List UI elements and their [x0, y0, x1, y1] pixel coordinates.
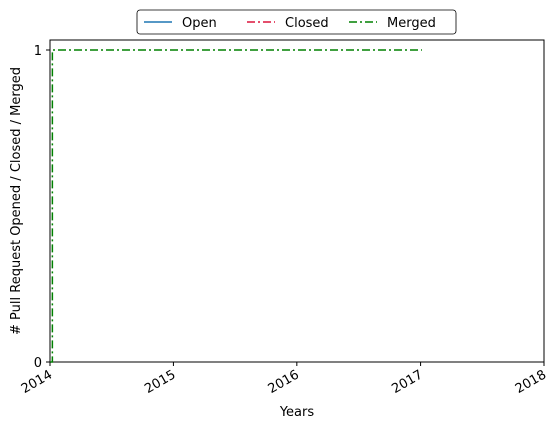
y-axis-ticks: 01: [34, 44, 50, 371]
legend-box: [136, 9, 457, 35]
series-layer: [50, 49, 422, 363]
legend-label-closed: Closed: [285, 16, 329, 31]
x-tick-label: 2014: [19, 367, 55, 397]
y-tick-label: 0: [34, 356, 42, 371]
legend-label-merged: Merged: [387, 16, 436, 31]
legend: Open Closed Merged: [136, 9, 457, 35]
x-tick-label: 2017: [389, 367, 425, 397]
plot-area: [49, 39, 545, 363]
x-tick-label: 2018: [513, 367, 549, 397]
x-axis-label: Years: [279, 405, 315, 420]
series-line-merged: [50, 49, 422, 363]
y-tick-label: 1: [34, 44, 42, 59]
x-axis-ticks: 2014 2015 2016 2017 2018: [19, 362, 549, 397]
x-tick-label: 2016: [266, 367, 302, 397]
x-tick-label: 2015: [142, 367, 178, 397]
plot-frame: [49, 39, 545, 363]
legend-label-open: Open: [182, 16, 217, 31]
y-axis-label: # Pull Request Opened / Closed / Merged: [9, 67, 24, 335]
